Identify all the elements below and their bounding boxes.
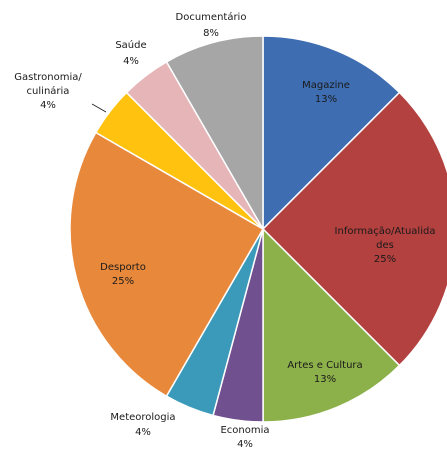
label-text: des bbox=[376, 240, 394, 251]
label-percent: 25% bbox=[374, 254, 396, 265]
slice-documentario bbox=[165, 35, 264, 232]
label-informacao-atualidades: Informação/Atualida des 25% bbox=[335, 226, 436, 265]
slice-labels: Magazine 13% Informação/Atualida des 25% Arte… bbox=[14, 11, 435, 450]
label-percent: 4% bbox=[135, 427, 151, 438]
label-gastronomia-culinaria: Gastronomia/culinária 4% bbox=[14, 72, 82, 111]
pie-slices bbox=[69, 35, 447, 423]
slice-desporto bbox=[69, 131, 265, 398]
label-percent: 4% bbox=[40, 100, 56, 111]
label-text: Saúde bbox=[115, 39, 146, 51]
slice-informacao-atualidades bbox=[261, 91, 447, 367]
label-text: Economia bbox=[220, 425, 269, 436]
label-percent: 25% bbox=[112, 276, 134, 287]
label-magazine: Magazine 13% bbox=[302, 80, 350, 105]
label-percent: 13% bbox=[314, 374, 336, 385]
leader-line-gastronomia-culinaria bbox=[91, 103, 107, 113]
slice-magazine bbox=[262, 35, 401, 231]
label-percent: 4% bbox=[237, 439, 253, 450]
label-text: Informação/Atualida bbox=[335, 226, 436, 237]
label-saude: Saúde 4% bbox=[115, 39, 146, 67]
label-text: culinária bbox=[27, 85, 70, 97]
leader-lines bbox=[91, 103, 107, 113]
label-text: Desporto bbox=[100, 262, 146, 273]
slice-artes-e-cultura bbox=[262, 227, 401, 423]
label-documentario: Documentário 8% bbox=[176, 11, 247, 39]
label-artes-e-cultura: Artes e Cultura 13% bbox=[287, 360, 362, 385]
label-text: Artes e Cultura bbox=[287, 360, 362, 371]
label-percent: 13% bbox=[315, 94, 337, 105]
label-meteorologia: Meteorologia 4% bbox=[110, 412, 175, 438]
label-percent: 8% bbox=[203, 28, 219, 39]
label-text: Documentário bbox=[176, 11, 247, 23]
label-economia: Economia 4% bbox=[220, 425, 269, 450]
label-text: Meteorologia bbox=[110, 412, 175, 423]
label-percent: 4% bbox=[123, 56, 139, 67]
label-text: Gastronomia/ bbox=[14, 72, 82, 83]
label-text: Magazine bbox=[302, 80, 350, 91]
label-desporto: Desporto 25% bbox=[100, 262, 146, 287]
